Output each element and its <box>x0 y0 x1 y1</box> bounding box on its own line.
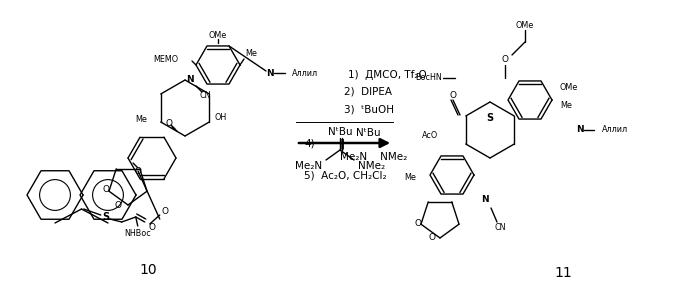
Text: Аллил: Аллил <box>602 125 628 134</box>
Text: O: O <box>135 166 142 175</box>
Text: 2)  DIPEA: 2) DIPEA <box>344 87 392 97</box>
Text: S: S <box>102 212 110 222</box>
Text: O: O <box>450 91 456 100</box>
Text: 4): 4) <box>304 139 315 149</box>
Text: Me: Me <box>404 173 416 182</box>
Text: Me: Me <box>560 102 572 111</box>
Text: NᵗBu: NᵗBu <box>327 127 352 137</box>
Text: O: O <box>114 200 121 210</box>
Text: 3)  ᵗBuOH: 3) ᵗBuOH <box>344 104 394 114</box>
Text: ‖: ‖ <box>340 139 346 149</box>
Text: O: O <box>429 233 436 242</box>
Text: OH: OH <box>214 113 226 122</box>
Text: N: N <box>576 125 584 134</box>
Text: O: O <box>148 223 155 232</box>
Text: NHBoc: NHBoc <box>124 228 151 237</box>
Text: 11: 11 <box>554 266 572 280</box>
Text: 5)  Ac₂O, CH₂Cl₂: 5) Ac₂O, CH₂Cl₂ <box>304 171 387 181</box>
Text: Me: Me <box>135 116 147 125</box>
Text: N: N <box>186 75 194 84</box>
Text: Аллил: Аллил <box>292 68 318 77</box>
Text: BocHN: BocHN <box>415 74 442 83</box>
Text: NMe₂: NMe₂ <box>358 161 385 171</box>
Text: CN: CN <box>199 91 211 100</box>
Text: 10: 10 <box>139 263 157 277</box>
Text: Me₂N    NMe₂: Me₂N NMe₂ <box>340 152 407 162</box>
Text: 1)  ДМСО, Tf₂O: 1) ДМСО, Tf₂O <box>348 70 426 80</box>
Text: OMe: OMe <box>516 20 534 29</box>
Text: MEMO: MEMO <box>153 54 178 63</box>
Text: N: N <box>266 68 274 77</box>
Text: OMe: OMe <box>560 84 578 93</box>
Text: O: O <box>165 118 172 127</box>
Text: CN: CN <box>494 223 506 233</box>
Text: O: O <box>415 219 422 228</box>
Text: O: O <box>103 185 110 194</box>
Text: N: N <box>481 196 489 205</box>
Text: S: S <box>487 113 493 123</box>
Text: O: O <box>161 207 168 217</box>
Text: Me₂N: Me₂N <box>295 161 322 171</box>
Text: Me: Me <box>245 49 257 58</box>
Text: O: O <box>501 56 509 65</box>
Text: AcO: AcO <box>422 130 438 139</box>
Text: NᵗBu: NᵗBu <box>356 128 380 138</box>
Text: OMe: OMe <box>209 31 227 40</box>
